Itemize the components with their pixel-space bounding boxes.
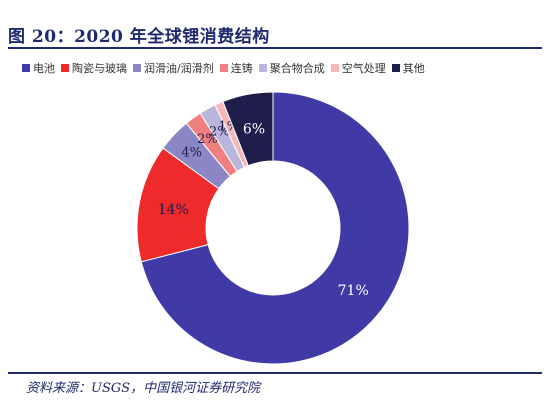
source-note: 资料来源：USGS，中国银河证券研究院 [26, 377, 260, 396]
donut-chart: 71%14%4%2%2%1% 6% [0, 0, 550, 372]
footer-divider [8, 372, 542, 374]
data-label: 6% [243, 121, 265, 137]
data-label: 71% [338, 283, 369, 299]
data-label: 4% [181, 146, 202, 161]
data-label: 14% [158, 202, 189, 218]
